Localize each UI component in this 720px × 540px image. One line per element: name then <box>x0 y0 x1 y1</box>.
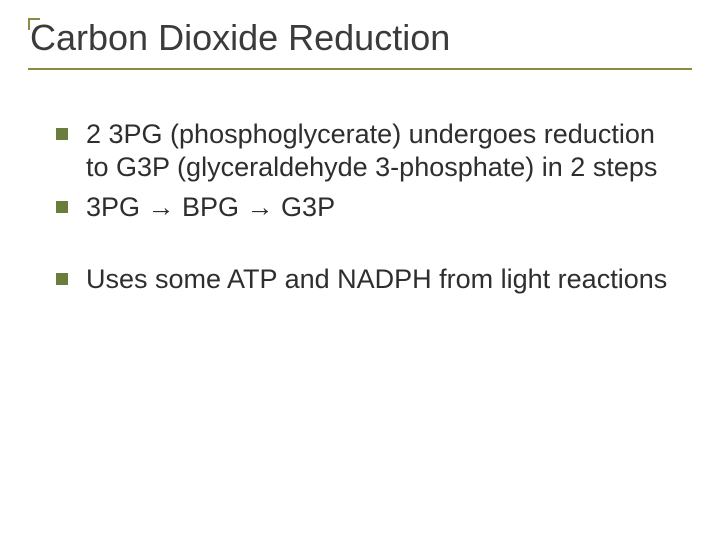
square-bullet-icon <box>56 273 68 285</box>
bullet-text: Uses some ATP and NADPH from light react… <box>86 263 667 297</box>
title-rule-bottom <box>28 68 692 70</box>
bullet-text: 2 3PG (phosphoglycerate) undergoes reduc… <box>86 118 672 186</box>
slide-title: Carbon Dioxide Reduction <box>28 18 692 58</box>
slide: Carbon Dioxide Reduction 2 3PG (phosphog… <box>0 0 720 540</box>
title-area: Carbon Dioxide Reduction <box>28 18 692 70</box>
bullet-gap <box>56 231 672 263</box>
square-bullet-icon <box>56 128 68 140</box>
title-tick-left <box>28 20 30 30</box>
bullet-item: 3PG → BPG → G3P <box>56 191 672 225</box>
square-bullet-icon <box>56 201 68 213</box>
slide-body: 2 3PG (phosphoglycerate) undergoes reduc… <box>28 70 692 297</box>
bullet-text: 3PG → BPG → G3P <box>86 191 335 225</box>
bullet-item: 2 3PG (phosphoglycerate) undergoes reduc… <box>56 118 672 186</box>
bullet-item: Uses some ATP and NADPH from light react… <box>56 263 672 297</box>
